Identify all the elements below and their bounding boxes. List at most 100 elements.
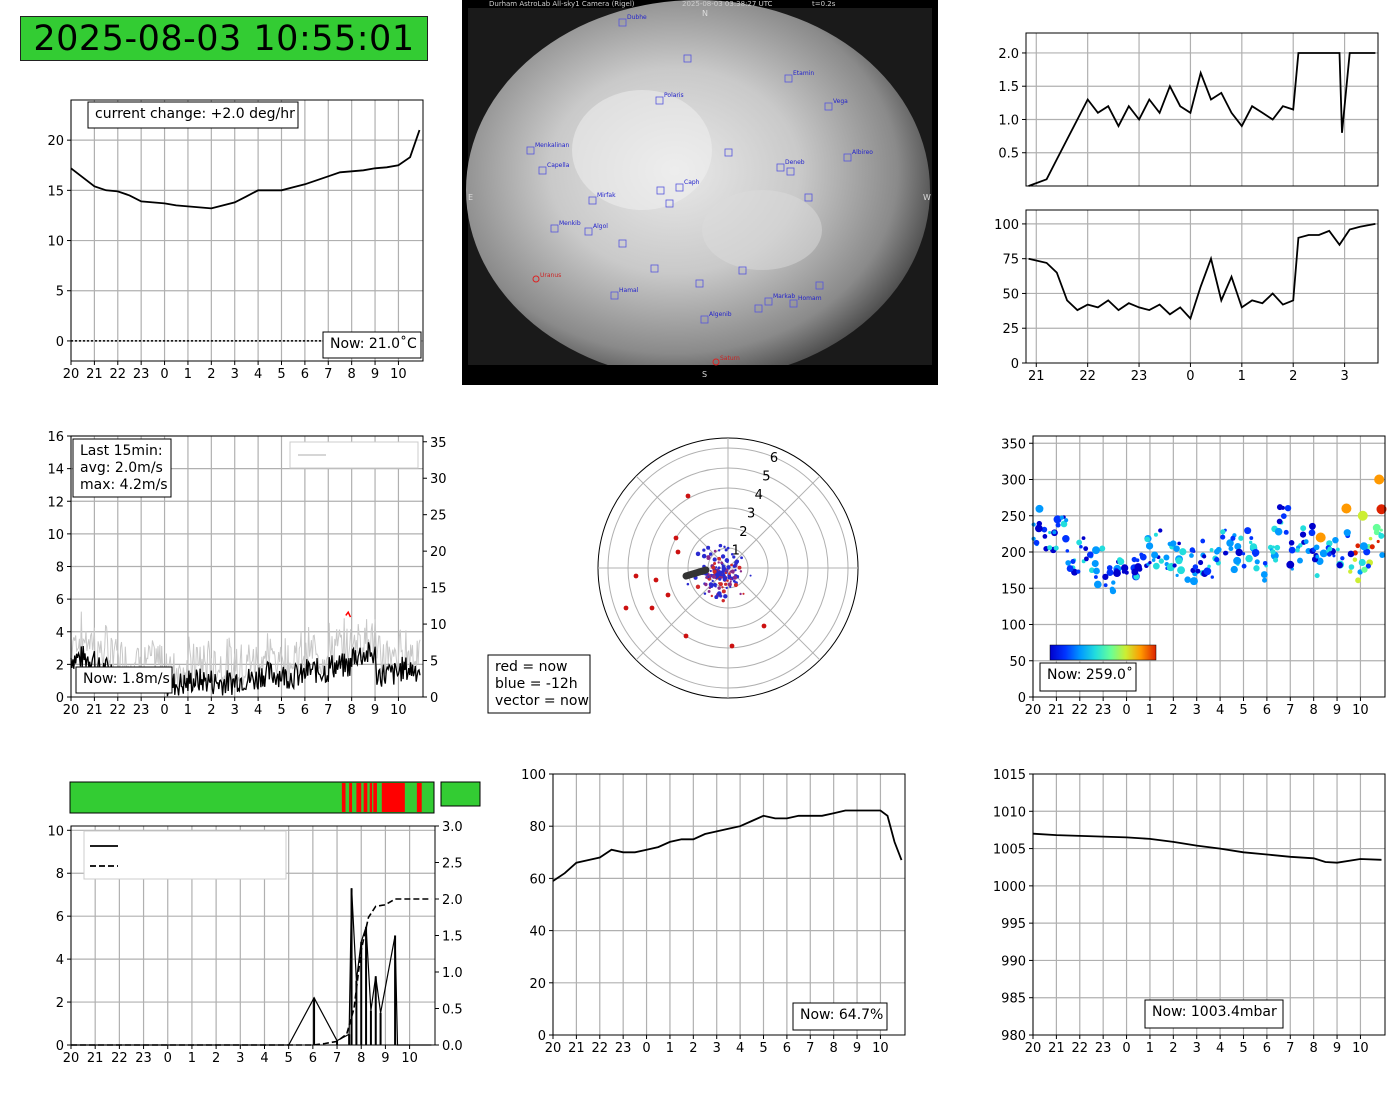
wind-dir-point xyxy=(1158,528,1163,533)
wind-dir-point xyxy=(1274,544,1281,551)
star-label: Algenib xyxy=(709,311,732,318)
wind-dir-point xyxy=(1121,564,1129,572)
wind-ytick-label: 16 xyxy=(47,430,64,445)
rain-xtick-label: 21 xyxy=(87,1051,104,1066)
wdir-ytick-label: 200 xyxy=(1001,546,1026,561)
sky-compass-e: E xyxy=(468,193,473,202)
polar-point xyxy=(717,561,720,564)
wind-dir-point xyxy=(1167,541,1172,547)
wind-dir-point-recent xyxy=(1341,503,1352,514)
hum-xtick-label: 1 xyxy=(666,1041,674,1056)
wind-now-box-text: Now: 1.8m/s xyxy=(83,671,170,687)
hum-xtick-label: 6 xyxy=(783,1041,791,1056)
wind-dir-point xyxy=(1192,564,1199,570)
wind-dir-point xyxy=(1251,548,1260,557)
wind-dir-point xyxy=(1238,535,1244,541)
wind-dir-point xyxy=(1203,567,1212,576)
wind-dir-point xyxy=(1184,576,1191,583)
wdir-ytick-label: 250 xyxy=(1001,510,1026,525)
hum-xtick-label: 21 xyxy=(568,1041,585,1056)
star-label: Menkib xyxy=(559,220,581,227)
polar-radial-label: 3 xyxy=(747,507,755,522)
temp-xtick-label: 5 xyxy=(277,367,285,382)
star-marker xyxy=(789,299,798,308)
wind-dir-point xyxy=(1064,518,1069,523)
wind-dir-point xyxy=(1270,549,1276,555)
wind2-ytick-label: 5 xyxy=(430,655,438,670)
star-marker xyxy=(618,239,627,248)
star-marker xyxy=(824,102,833,111)
extinction-line xyxy=(1028,52,1376,187)
cloud-xtick-label: 1 xyxy=(1238,369,1246,384)
polar-point xyxy=(710,594,714,598)
wind-dir-point xyxy=(1093,567,1100,575)
star-marker xyxy=(675,183,684,192)
wind-dir-point xyxy=(1244,527,1252,535)
all-sky-camera-image: Durham AstroLab All-sky1 Camera (Rigel) … xyxy=(462,0,938,385)
temp-ytick-label: 5 xyxy=(56,285,64,300)
hum-xtick-label: 3 xyxy=(713,1041,721,1056)
polar-point xyxy=(711,574,717,579)
star-marker xyxy=(655,96,664,105)
rain-status-badge xyxy=(440,781,481,807)
polar-point-now xyxy=(685,493,691,499)
wind-dir-point xyxy=(1226,539,1234,547)
wind-stats-box-text: max: 4.2m/s xyxy=(80,477,168,493)
pres-now-box xyxy=(1144,999,1284,1029)
temp-xtick-label: 10 xyxy=(390,367,407,382)
wind-dir-point xyxy=(1348,569,1353,574)
polar-point xyxy=(734,568,737,572)
wind-peak-now-marker xyxy=(345,610,352,618)
wind-dir-point xyxy=(1173,545,1180,553)
pres-xtick-label: 8 xyxy=(1310,1041,1318,1056)
rain-xtick-label: 7 xyxy=(333,1051,341,1066)
temp-xtick-label: 2 xyxy=(207,367,215,382)
polar-point xyxy=(707,590,711,593)
polar-point xyxy=(729,578,733,581)
wind-xtick-label: 1 xyxy=(184,703,192,718)
pres-xtick-label: 21 xyxy=(1048,1041,1065,1056)
polar-point xyxy=(724,571,727,575)
wdir-xtick-label: 5 xyxy=(1239,703,1247,718)
wind-xtick-label: 2 xyxy=(207,703,215,718)
wind-dir-point xyxy=(1170,562,1174,566)
polar-point xyxy=(729,585,732,588)
wind-dir-point xyxy=(1041,526,1048,533)
wind-dir-point xyxy=(1295,547,1300,553)
polar-point xyxy=(708,576,712,579)
wind-dir-point xyxy=(1053,515,1062,524)
cloud-xtick-label: 0 xyxy=(1186,369,1194,384)
rain-cumulative-line xyxy=(71,898,432,1046)
wdir-xtick-label: 8 xyxy=(1310,703,1318,718)
polar-point xyxy=(725,558,728,561)
cloud-cover-line xyxy=(1028,223,1376,321)
rain-ytick-label: 2 xyxy=(56,996,64,1011)
hum-xtick-label: 10 xyxy=(872,1041,889,1056)
wind-dir-point xyxy=(1081,536,1086,541)
star-label: Etamin xyxy=(793,70,814,77)
polar-legend-box xyxy=(487,654,591,714)
star-label: Caph xyxy=(684,179,700,186)
polar-point xyxy=(726,565,731,570)
rain-wet-segment xyxy=(363,783,368,812)
star-marker xyxy=(610,291,619,300)
polar-radial-label: 4 xyxy=(755,488,763,503)
wind-dir-point xyxy=(1369,544,1375,550)
wind-dir-point xyxy=(1288,546,1296,554)
wind-dir-point xyxy=(1158,558,1165,564)
polar-point xyxy=(725,586,728,590)
pres-xtick-label: 5 xyxy=(1239,1041,1247,1056)
polar-point xyxy=(727,582,732,587)
wind-dir-point-recent xyxy=(1376,504,1387,515)
hum-xtick-label: 7 xyxy=(806,1041,814,1056)
wind-dir-point xyxy=(1179,548,1187,556)
star-marker xyxy=(584,227,593,236)
temp-ytick-label: 0 xyxy=(56,335,64,350)
wind-dir-point xyxy=(1033,539,1040,546)
pres-ytick-label: 1010 xyxy=(993,805,1026,820)
rain-ytick-label: 4 xyxy=(56,953,64,968)
wind2-ytick-label: 20 xyxy=(430,545,447,560)
cloud-xtick-label: 22 xyxy=(1079,369,1096,384)
rain-xtick-label: 20 xyxy=(63,1051,80,1066)
wind-dir-point xyxy=(1326,540,1333,547)
